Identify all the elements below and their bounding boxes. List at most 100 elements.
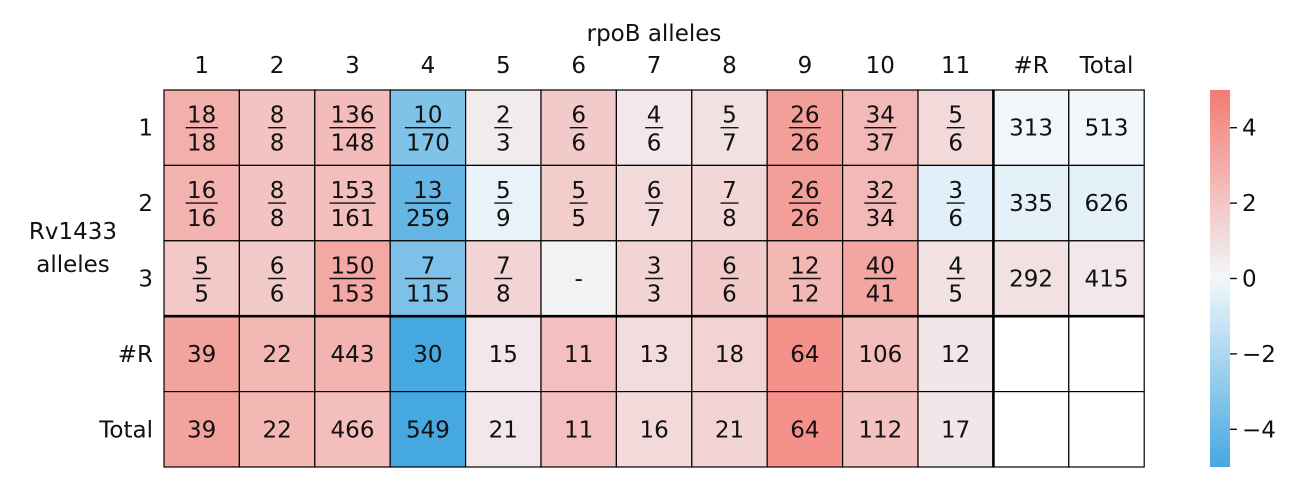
cell-numerator: 5 <box>948 103 963 129</box>
cell-value: 12 <box>941 342 970 368</box>
heatmap-cell: 66 <box>540 89 618 167</box>
cell-numerator: 3 <box>948 178 963 204</box>
cell-value: 39 <box>187 342 216 368</box>
cell-numerator: 7 <box>496 254 511 280</box>
cell-denominator: 6 <box>948 206 963 232</box>
column-labels: 1 2 3 4 5 6 7 8 9 10 11 #R Total <box>194 53 1133 79</box>
heatmap-cell: 513 <box>1068 89 1145 167</box>
heatmap-cell: 415 <box>1068 240 1145 317</box>
cell-numerator: 10 <box>413 103 442 129</box>
column-label: 10 <box>866 53 895 79</box>
cell-value: 11 <box>564 342 593 368</box>
cell-denominator: 5 <box>194 282 209 308</box>
cell-numerator: 34 <box>866 103 895 129</box>
cell-value: 549 <box>406 417 450 443</box>
heatmap-cell: 11 <box>540 391 618 468</box>
cell-denominator: 8 <box>270 131 285 157</box>
cell-value: 22 <box>262 417 291 443</box>
cell-numerator: 18 <box>187 103 216 129</box>
cell-numerator: 3 <box>647 254 662 280</box>
heatmap-cell <box>1068 391 1145 468</box>
column-label: 7 <box>647 53 662 79</box>
heatmap-cell: 443 <box>314 315 391 393</box>
heatmap-cell <box>992 315 1070 393</box>
heatmap-cell: 21 <box>465 391 542 468</box>
colorbar: 4 2 0 −2 −4 <box>1210 90 1276 467</box>
heatmap-cell: 13 <box>615 315 693 393</box>
cell-value: 22 <box>262 342 291 368</box>
cell-value: 11 <box>564 417 593 443</box>
heatmap-cell: 66 <box>238 240 316 317</box>
heatmap-cell: 39 <box>163 391 241 468</box>
heatmap-cell: 56 <box>917 89 995 167</box>
cell-background <box>1068 240 1145 317</box>
cell-numerator: 5 <box>571 178 586 204</box>
cell-value: 30 <box>413 342 442 368</box>
heatmap-cell: 112 <box>841 391 919 468</box>
heatmap-cell: 292 <box>992 240 1070 317</box>
cell-background <box>992 315 1070 393</box>
heatmap-cell: 17 <box>917 391 995 468</box>
cell-denominator: 6 <box>722 282 737 308</box>
cell-denominator: 153 <box>331 282 375 308</box>
cell-denominator: 12 <box>790 282 819 308</box>
cell-background <box>691 391 768 468</box>
cell-background <box>465 391 542 468</box>
cell-denominator: 7 <box>722 131 737 157</box>
heatmap-cell: 45 <box>917 240 995 317</box>
cell-denominator: 8 <box>722 206 737 232</box>
heatmap-cell: 12 <box>917 315 995 393</box>
heatmap-cell: 59 <box>465 164 542 242</box>
colorbar-tick-label: −4 <box>1242 417 1276 443</box>
row-label: 2 <box>138 191 153 217</box>
heatmap-separators <box>164 90 1145 467</box>
cell-denominator: 115 <box>406 282 450 308</box>
heatmap-cell <box>992 391 1070 468</box>
column-label: 1 <box>194 53 209 79</box>
row-label: Total <box>98 417 153 443</box>
cell-denominator: 34 <box>866 206 895 232</box>
cell-numerator: 40 <box>866 254 895 280</box>
cell-denominator: 9 <box>496 206 511 232</box>
heatmap-cell: - <box>540 240 618 317</box>
cell-value: 415 <box>1085 267 1129 293</box>
cell-numerator: 6 <box>270 254 285 280</box>
colorbar-tick-label: 2 <box>1242 191 1257 217</box>
cell-background <box>540 240 618 317</box>
cell-denominator: 6 <box>270 282 285 308</box>
column-label: #R <box>1013 53 1048 79</box>
heatmap-cell: 46 <box>615 89 693 167</box>
cell-numerator: 13 <box>413 178 442 204</box>
cell-numerator: 136 <box>331 103 375 129</box>
column-label: 8 <box>722 53 737 79</box>
cell-background <box>1068 315 1145 393</box>
cell-denominator: 148 <box>331 131 375 157</box>
cell-background <box>389 315 467 393</box>
row-labels: 1 2 3 #R Total <box>98 116 153 444</box>
column-label: Total <box>1079 53 1134 79</box>
cell-numerator: 5 <box>194 254 209 280</box>
cell-background <box>465 315 542 393</box>
heatmap-cell: 335 <box>992 164 1070 242</box>
heatmap-cell: 21 <box>691 391 768 468</box>
colorbar-tick-label: 4 <box>1242 116 1257 142</box>
cell-background <box>615 315 693 393</box>
cell-numerator: 12 <box>790 254 819 280</box>
cell-numerator: 4 <box>948 254 963 280</box>
cell-numerator: 32 <box>866 178 895 204</box>
row-label: #R <box>118 342 153 368</box>
cell-denominator: 5 <box>571 206 586 232</box>
heatmap-cell: 78 <box>691 164 768 242</box>
heatmap-cell: 66 <box>691 240 768 317</box>
cell-denominator: 3 <box>647 282 662 308</box>
cell-denominator: 6 <box>948 131 963 157</box>
colorbar-tick-label: 0 <box>1242 267 1257 293</box>
